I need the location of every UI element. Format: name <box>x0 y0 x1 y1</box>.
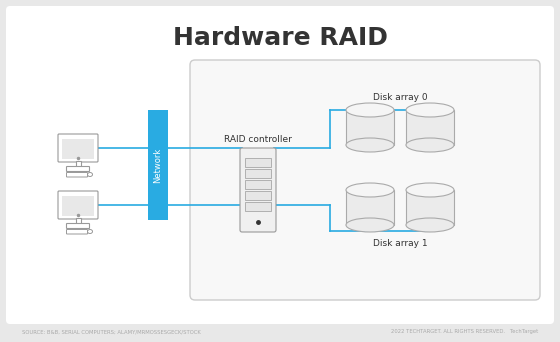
FancyBboxPatch shape <box>190 60 540 300</box>
FancyBboxPatch shape <box>58 134 98 162</box>
Ellipse shape <box>406 218 454 232</box>
Text: Disk array 0: Disk array 0 <box>373 93 427 102</box>
Bar <box>406 110 454 145</box>
Bar <box>406 190 454 225</box>
FancyBboxPatch shape <box>58 191 98 219</box>
Ellipse shape <box>406 183 454 197</box>
Bar <box>62 196 94 216</box>
Bar <box>62 139 94 159</box>
Bar <box>148 110 168 220</box>
Ellipse shape <box>87 172 92 176</box>
Ellipse shape <box>406 138 454 152</box>
Bar <box>245 191 271 200</box>
Ellipse shape <box>87 229 92 234</box>
Ellipse shape <box>406 103 454 117</box>
Text: RAID controller: RAID controller <box>224 135 292 144</box>
Bar <box>245 158 271 167</box>
FancyBboxPatch shape <box>240 148 276 232</box>
Ellipse shape <box>346 103 394 117</box>
Ellipse shape <box>346 138 394 152</box>
FancyBboxPatch shape <box>67 229 87 234</box>
Text: Disk array 1: Disk array 1 <box>373 239 427 248</box>
Text: Network: Network <box>153 147 162 183</box>
Bar <box>346 110 394 145</box>
FancyBboxPatch shape <box>6 6 554 324</box>
Bar <box>245 202 271 211</box>
Text: 2022 TECHTARGET. ALL RIGHTS RESERVED.   TechTarget: 2022 TECHTARGET. ALL RIGHTS RESERVED. Te… <box>391 329 538 334</box>
Ellipse shape <box>346 183 394 197</box>
FancyBboxPatch shape <box>67 167 90 171</box>
Ellipse shape <box>346 218 394 232</box>
Text: Hardware RAID: Hardware RAID <box>172 26 388 50</box>
Bar <box>76 218 81 224</box>
Text: SOURCE: B&B, SERIAL COMPUTERS; ALAMY/MRMOSSESGECK/STOCK: SOURCE: B&B, SERIAL COMPUTERS; ALAMY/MRM… <box>22 329 200 334</box>
FancyBboxPatch shape <box>67 224 90 228</box>
Bar <box>76 161 81 167</box>
Bar <box>245 169 271 178</box>
Bar <box>245 180 271 189</box>
FancyBboxPatch shape <box>67 172 87 177</box>
Bar <box>346 190 394 225</box>
